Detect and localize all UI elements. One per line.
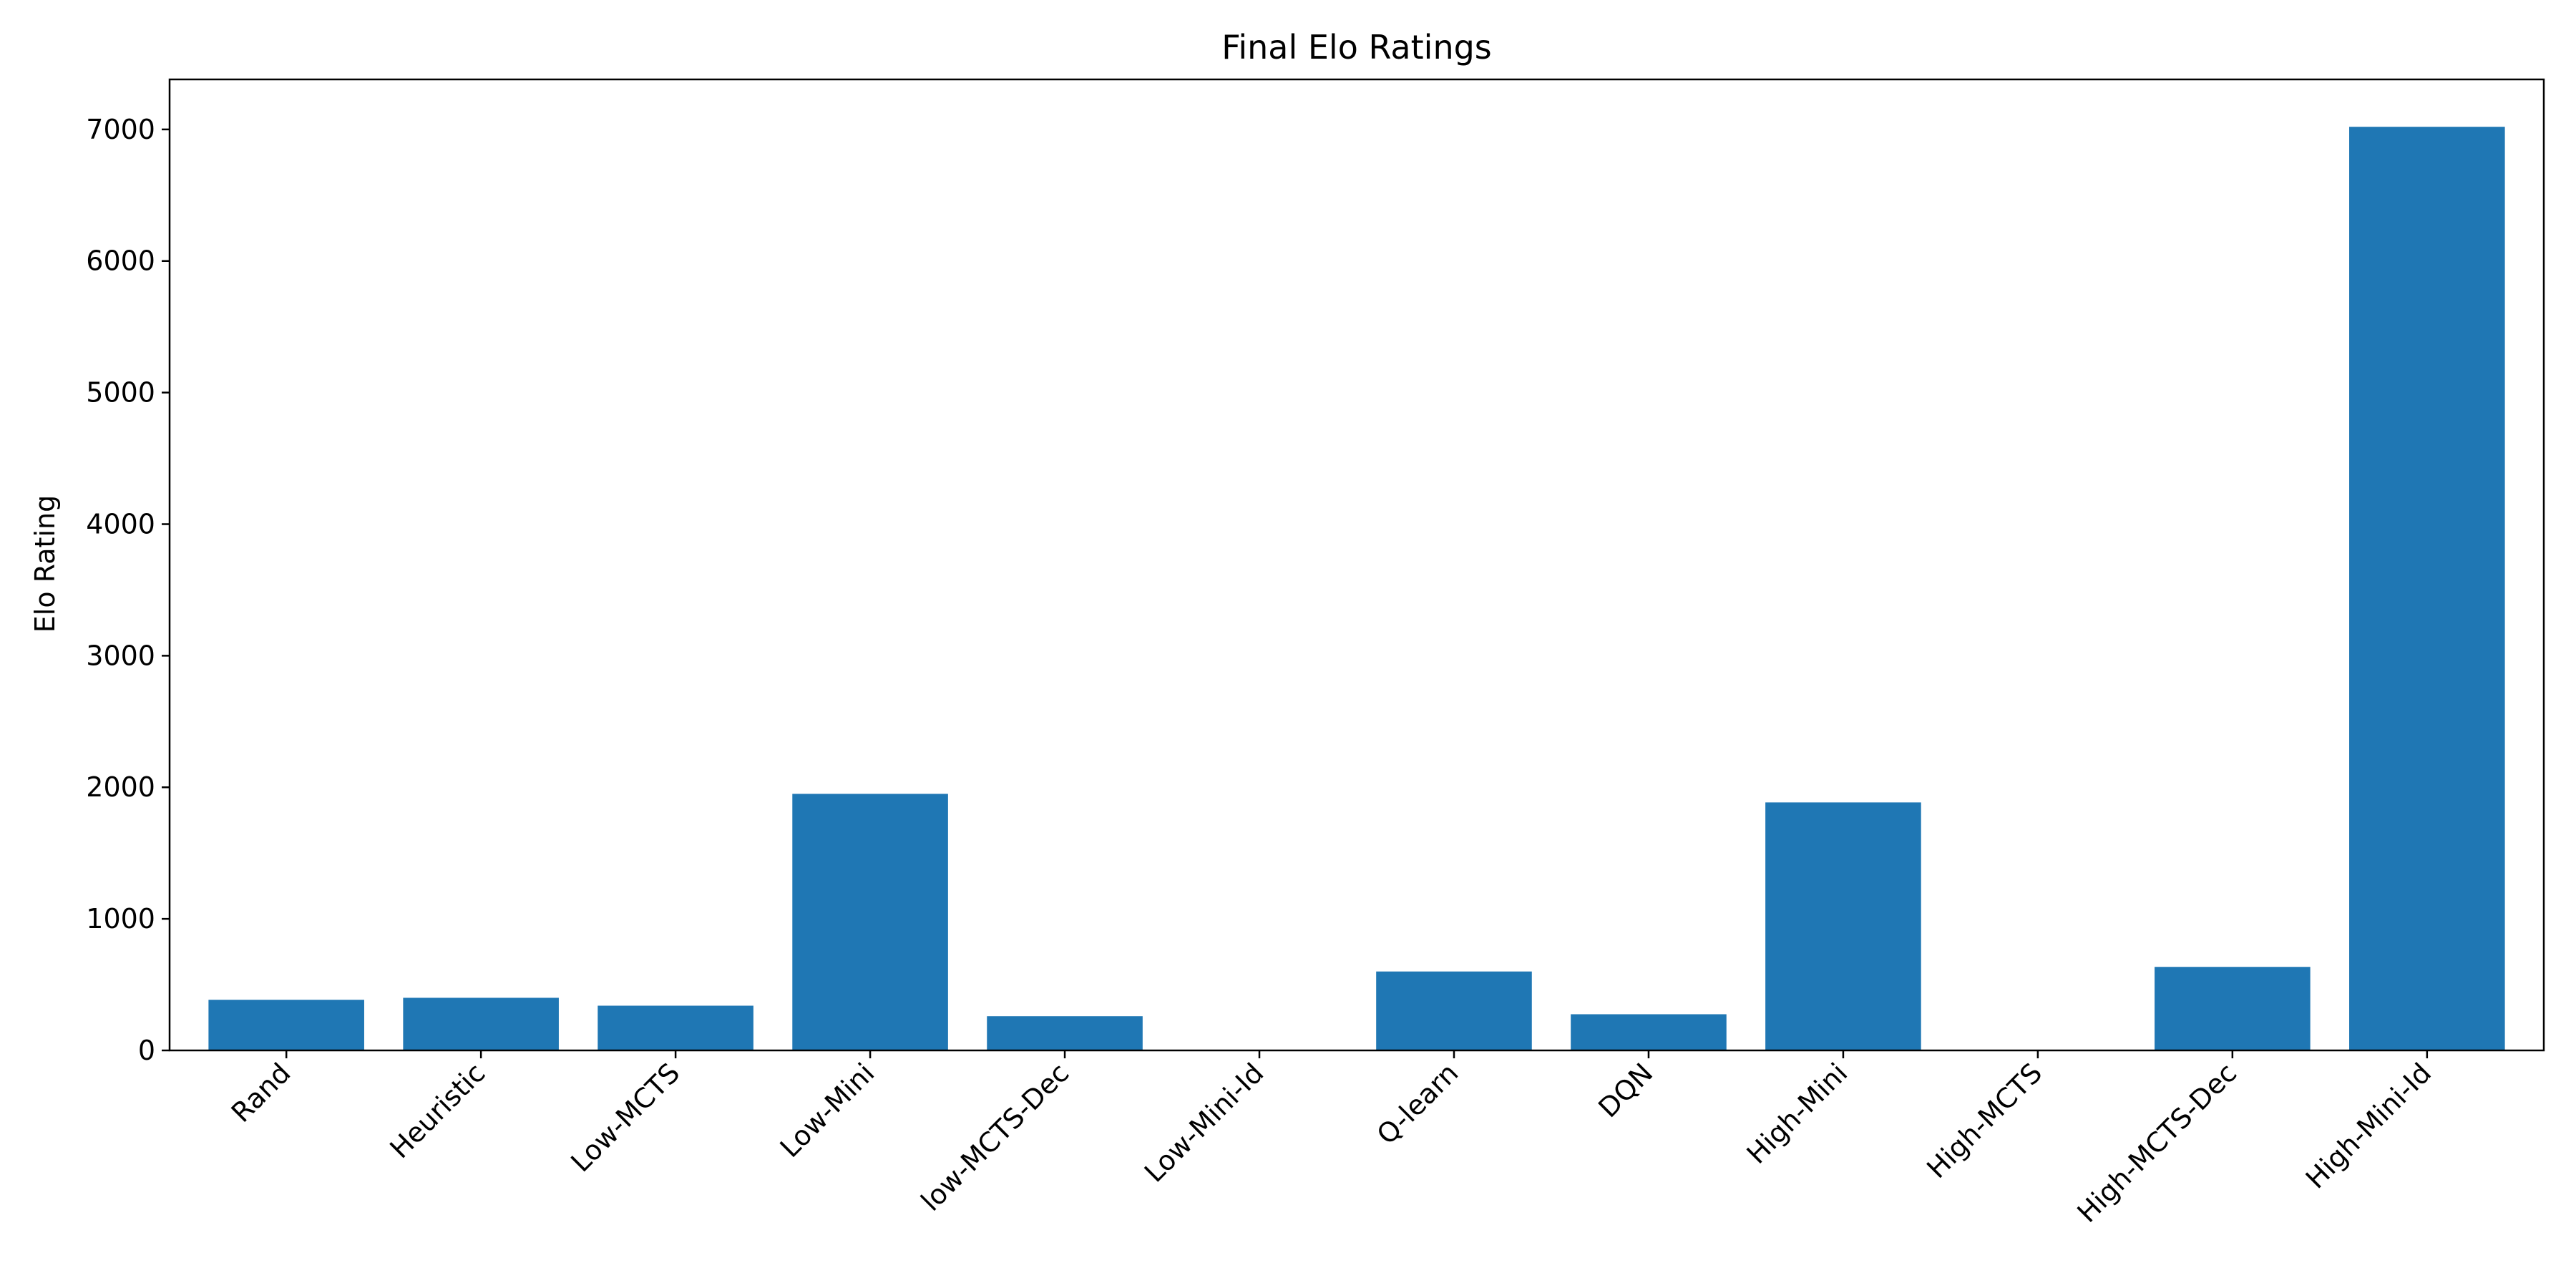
y-axis-label: Elo Rating [29, 495, 61, 633]
y-tick-label: 0 [138, 1035, 155, 1066]
bar-q-learn [1376, 971, 1532, 1050]
bar-heuristic [403, 997, 559, 1050]
bar-low-mcts [597, 1005, 753, 1050]
y-tick-label: 6000 [86, 245, 155, 277]
y-tick-label: 3000 [86, 640, 155, 671]
chart-title: Final Elo Ratings [1221, 28, 1492, 67]
bar-high-mini [1765, 802, 1921, 1050]
y-tick-label: 1000 [86, 903, 155, 935]
bars-group [208, 127, 2505, 1051]
bar-dqn [1571, 1014, 1727, 1050]
bar-high-mcts-dec [2155, 967, 2311, 1050]
y-tick-label: 5000 [86, 377, 155, 409]
y-tick-label: 7000 [86, 114, 155, 145]
bar-low-mini [792, 794, 948, 1050]
bar-low-mcts-dec [987, 1016, 1143, 1050]
y-axis-ticks: 0 1000 2000 3000 4000 5000 6000 7000 [86, 114, 170, 1066]
plot-frame [168, 78, 2545, 1052]
y-tick-label: 2000 [86, 771, 155, 803]
y-tick-label: 4000 [86, 508, 155, 540]
bar-rand [208, 1000, 364, 1050]
bar-high-mini-id [2349, 127, 2505, 1051]
